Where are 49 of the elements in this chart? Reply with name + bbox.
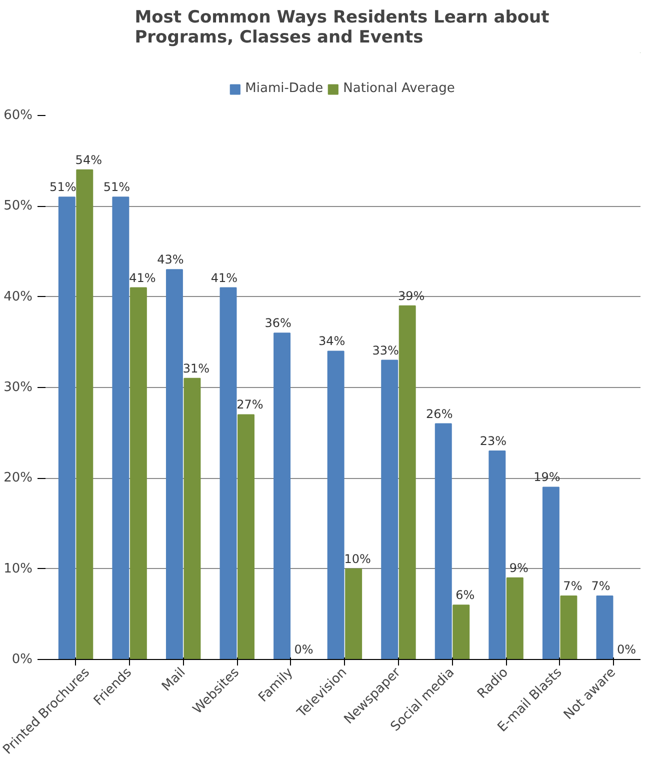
data-label: 10% — [344, 552, 371, 566]
data-label: 31% — [182, 361, 210, 376]
bar — [345, 568, 362, 660]
y-tick-label: 50% — [4, 198, 33, 214]
bar — [381, 360, 398, 660]
y-tick-label: 40% — [4, 289, 33, 304]
bar — [58, 196, 76, 660]
legend-label: Miami-Dade — [245, 81, 324, 96]
bar — [434, 423, 452, 660]
bar — [506, 577, 524, 660]
data-label: 7% — [591, 579, 610, 594]
bar — [542, 486, 560, 660]
data-label: 51% — [103, 180, 130, 194]
bar — [76, 169, 94, 660]
data-label: 23% — [480, 434, 506, 448]
bar — [274, 332, 291, 660]
bar — [560, 596, 578, 660]
data-label: 36% — [264, 316, 292, 330]
bar — [184, 378, 201, 660]
bar — [238, 414, 254, 660]
bar — [220, 287, 237, 660]
y-tick-label: 0% — [12, 652, 32, 667]
y-tick-label: 10% — [4, 561, 33, 576]
bar — [398, 305, 416, 660]
y-tick-label: 60% — [4, 108, 33, 123]
data-label: 27% — [236, 398, 264, 412]
data-label: 41% — [129, 270, 156, 285]
data-label: 51% — [50, 180, 76, 194]
bar — [130, 287, 147, 660]
data-label: 34% — [318, 334, 346, 348]
data-label: 7% — [563, 579, 582, 594]
legend-label: National Average — [343, 81, 455, 96]
chart-title: Most Common Ways Residents Learn about Programs, Classes and Events — [134, 8, 550, 48]
bar — [166, 269, 183, 660]
data-label: 41% — [210, 270, 238, 285]
bar — [112, 196, 130, 660]
y-tick-label: 30% — [4, 380, 33, 395]
bar — [596, 596, 614, 660]
bar — [488, 450, 506, 660]
data-label: 54% — [75, 152, 102, 167]
data-label: 26% — [426, 406, 453, 421]
bar — [452, 604, 470, 660]
data-label: 6% — [456, 588, 475, 602]
data-label: 33% — [372, 343, 399, 358]
y-tick-label: 20% — [4, 470, 33, 486]
data-label: 0% — [616, 642, 636, 656]
data-label: 43% — [157, 252, 184, 267]
data-label: 0% — [294, 642, 314, 656]
bar — [327, 350, 344, 660]
